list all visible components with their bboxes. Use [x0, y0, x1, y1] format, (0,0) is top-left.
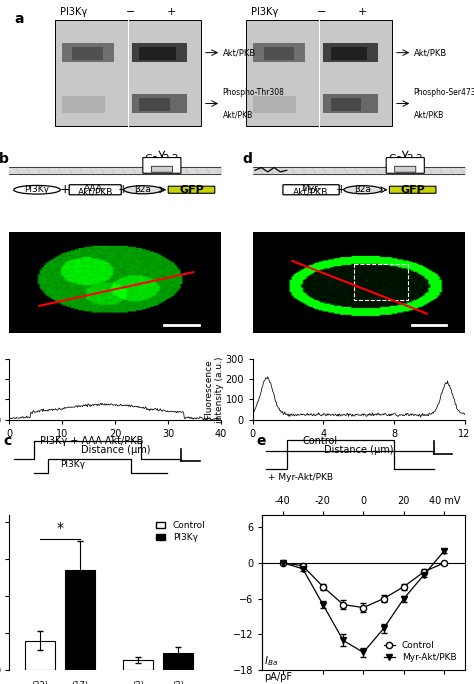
Bar: [132, 43, 187, 62]
Bar: [254, 43, 305, 62]
Legend: Control, PI3Kγ: Control, PI3Kγ: [155, 519, 207, 544]
Text: (22): (22): [32, 681, 49, 684]
Bar: [73, 47, 103, 60]
Text: Akt/PKB: Akt/PKB: [413, 48, 447, 57]
Y-axis label: Fluorescence
intensity (a.u.): Fluorescence intensity (a.u.): [205, 356, 224, 423]
Ellipse shape: [14, 185, 60, 194]
Text: (3): (3): [132, 681, 144, 684]
Text: +: +: [357, 7, 367, 17]
Text: Akt/PKB: Akt/PKB: [78, 187, 113, 196]
FancyBboxPatch shape: [386, 157, 424, 173]
Bar: [330, 47, 367, 60]
FancyBboxPatch shape: [395, 166, 416, 172]
Text: Akt/PKB: Akt/PKB: [222, 110, 253, 119]
Text: GFP: GFP: [400, 185, 425, 195]
Ellipse shape: [344, 185, 382, 194]
Text: c: c: [3, 434, 12, 448]
Text: (3): (3): [172, 681, 184, 684]
Text: −: −: [126, 7, 135, 17]
FancyBboxPatch shape: [151, 166, 173, 172]
FancyBboxPatch shape: [168, 186, 215, 194]
Bar: [139, 47, 176, 60]
Text: PI3Kγ: PI3Kγ: [60, 7, 87, 17]
Text: PI3Kγ: PI3Kγ: [25, 185, 49, 194]
Text: *: *: [56, 521, 64, 536]
Bar: [132, 94, 187, 113]
Text: (17): (17): [72, 681, 89, 684]
Text: Myr-: Myr-: [301, 184, 321, 193]
Text: Phospho-Thr308: Phospho-Thr308: [222, 88, 284, 97]
Text: PI3Kγ: PI3Kγ: [251, 7, 278, 17]
Text: b: b: [0, 152, 9, 166]
Text: Akt/PKB: Akt/PKB: [293, 187, 329, 196]
Text: +: +: [336, 183, 346, 196]
Bar: [164, 653, 193, 670]
Text: +: +: [59, 183, 70, 196]
Text: GFP: GFP: [179, 185, 204, 195]
Bar: [62, 96, 105, 113]
FancyBboxPatch shape: [389, 186, 436, 194]
Text: Akt/PKB: Akt/PKB: [222, 48, 255, 57]
Text: Ca$_v$2.2: Ca$_v$2.2: [144, 153, 180, 166]
Text: Ca$_v$2.2: Ca$_v$2.2: [388, 153, 423, 166]
Text: e: e: [256, 434, 266, 448]
Text: Control: Control: [303, 436, 338, 445]
Text: β2a: β2a: [355, 185, 371, 194]
Text: + Myr-Akt/PKB: + Myr-Akt/PKB: [268, 473, 333, 482]
Bar: [123, 660, 153, 670]
Text: $I_{Ba}$: $I_{Ba}$: [264, 655, 278, 668]
X-axis label: Distance (μm): Distance (μm): [81, 445, 150, 454]
Bar: [246, 20, 392, 126]
Bar: [254, 96, 296, 113]
Bar: [323, 94, 378, 113]
Text: +: +: [166, 7, 176, 17]
Ellipse shape: [124, 185, 162, 194]
Text: a: a: [14, 12, 24, 26]
Text: +: +: [118, 183, 128, 196]
Bar: [65, 570, 95, 670]
Text: pA/pF: pA/pF: [264, 672, 292, 681]
Text: AAA-: AAA-: [84, 184, 106, 193]
Bar: [323, 43, 378, 62]
FancyBboxPatch shape: [69, 185, 121, 195]
Bar: [62, 43, 114, 62]
Bar: [354, 264, 408, 300]
FancyBboxPatch shape: [283, 185, 339, 195]
X-axis label: Distance (μm): Distance (μm): [324, 445, 393, 454]
Text: d: d: [242, 152, 252, 166]
Text: PI3Kγ + AAA-Akt/PKB: PI3Kγ + AAA-Akt/PKB: [40, 436, 143, 445]
Bar: [139, 98, 170, 111]
Bar: [330, 98, 361, 111]
Text: Akt/PKB: Akt/PKB: [413, 110, 444, 119]
Text: PI3Kγ: PI3Kγ: [60, 460, 85, 469]
Legend: Control, Myr-Akt/PKB: Control, Myr-Akt/PKB: [380, 638, 460, 666]
Text: −: −: [317, 7, 326, 17]
FancyBboxPatch shape: [143, 157, 181, 173]
Bar: [26, 641, 55, 670]
Bar: [55, 20, 201, 126]
Bar: [264, 47, 294, 60]
Text: Phospho-Ser473: Phospho-Ser473: [413, 88, 474, 97]
Text: β2a: β2a: [135, 185, 151, 194]
